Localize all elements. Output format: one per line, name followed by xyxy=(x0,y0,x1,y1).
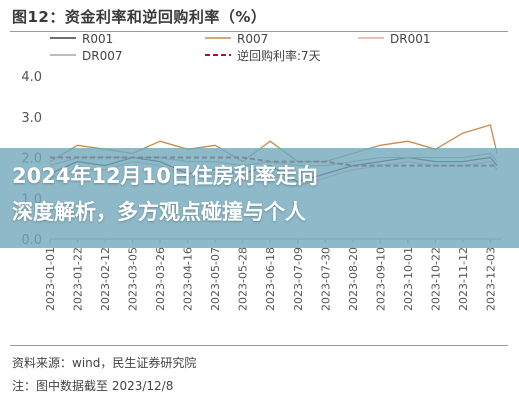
chart-axes: 0.01.02.03.04.02023-01-012023-01-222023-… xyxy=(21,70,501,311)
x-tick-label: 2023-09-10 xyxy=(374,247,387,311)
banner-line-2: 深度解析，多方观点碰撞与个人 xyxy=(12,200,306,224)
x-tick-label: 2023-01-01 xyxy=(44,247,57,311)
chart-title: 图12：资金利率和逆回购利率（%） xyxy=(12,8,267,26)
x-tick-label: 2023-03-26 xyxy=(154,247,167,311)
chart-legend: R001 R007 DR001 DR007 逆回购利率:7天 xyxy=(50,32,430,63)
x-tick-label: 2023-03-05 xyxy=(127,247,140,311)
y-tick-label: 4.0 xyxy=(21,70,42,85)
x-tick-label: 2023-01-22 xyxy=(72,247,85,311)
x-tick-label: 2023-07-09 xyxy=(292,247,305,311)
date-note: 注：图中数据截至 2023/12/8 xyxy=(12,379,174,393)
x-tick-label: 2023-10-22 xyxy=(429,247,442,311)
x-tick-label: 2023-11-12 xyxy=(457,247,470,311)
overlay-banner: 2024年12月10日住房利率走向 深度解析，多方观点碰撞与个人 xyxy=(0,148,519,248)
legend-label: DR007 xyxy=(82,49,122,63)
x-tick-label: 2023-12-03 xyxy=(484,247,497,311)
legend-label: DR001 xyxy=(390,32,430,46)
legend-label: R001 xyxy=(82,32,113,46)
banner-line-1: 2024年12月10日住房利率走向 xyxy=(12,164,318,188)
x-tick-label: 2023-07-30 xyxy=(319,247,332,311)
x-tick-label: 2023-06-18 xyxy=(264,247,277,311)
y-tick-label: 3.0 xyxy=(21,111,42,126)
x-tick-label: 2023-05-07 xyxy=(209,247,222,311)
x-tick-label: 2023-08-20 xyxy=(347,247,360,311)
banner-text: 2024年12月10日住房利率走向 深度解析，多方观点碰撞与个人 xyxy=(12,158,512,230)
legend-label: R007 xyxy=(237,32,268,46)
x-tick-label: 2023-10-01 xyxy=(402,247,415,311)
x-tick-label: 2023-04-16 xyxy=(182,247,195,311)
x-tick-label: 2023-02-12 xyxy=(99,247,112,311)
title-divider xyxy=(10,31,508,32)
source-note: 资料来源：wind，民生证券研究院 xyxy=(12,356,197,370)
legend-label: 逆回购利率:7天 xyxy=(237,48,321,63)
x-tick-label: 2023-05-28 xyxy=(237,247,250,311)
footer-divider xyxy=(10,345,508,346)
